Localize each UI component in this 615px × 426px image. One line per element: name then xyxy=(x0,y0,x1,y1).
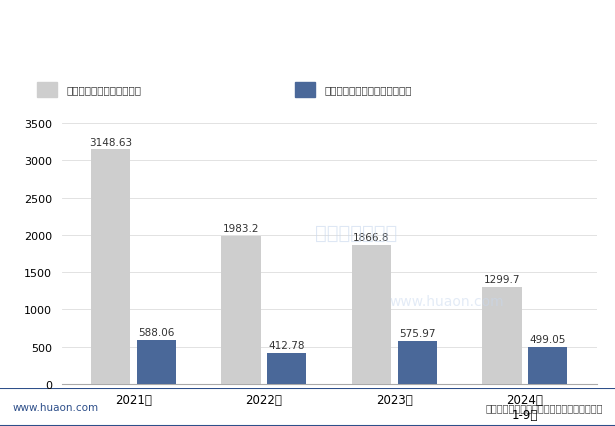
Bar xyxy=(17,8,20,22)
Text: 412.78: 412.78 xyxy=(268,341,305,351)
Bar xyxy=(528,347,567,384)
Text: 华经产业研究院: 华经产业研究院 xyxy=(315,223,397,242)
Text: 2021-2024年9月辽宁省房地产商品住宅及商品住宅现房销售面积: 2021-2024年9月辽宁省房地产商品住宅及商品住宅现房销售面积 xyxy=(151,46,464,61)
Bar xyxy=(397,341,437,384)
Bar xyxy=(482,287,522,384)
Text: 499.05: 499.05 xyxy=(530,334,566,344)
Text: 商品住宅现房销售面积（万㎡）: 商品住宅现房销售面积（万㎡） xyxy=(325,85,412,95)
Bar xyxy=(221,236,261,384)
Text: 1983.2: 1983.2 xyxy=(223,224,259,234)
Text: 3148.63: 3148.63 xyxy=(89,138,132,147)
Bar xyxy=(352,245,391,384)
Bar xyxy=(11,8,15,28)
Bar xyxy=(37,82,57,97)
Text: www.huaon.com: www.huaon.com xyxy=(12,402,98,412)
Text: 1866.8: 1866.8 xyxy=(353,233,390,242)
Text: 华经情报网: 华经情报网 xyxy=(26,12,61,24)
Text: 588.06: 588.06 xyxy=(138,328,174,337)
Bar xyxy=(267,353,306,384)
Text: 商品住宅销售面积（万㎡）: 商品住宅销售面积（万㎡） xyxy=(66,85,141,95)
Text: www.huaon.com: www.huaon.com xyxy=(389,294,504,308)
Text: 数据来源：国家统计局，华经产业研究院戥理: 数据来源：国家统计局，华经产业研究院戥理 xyxy=(485,402,603,412)
Text: 575.97: 575.97 xyxy=(399,328,435,338)
Bar xyxy=(137,340,176,384)
Bar xyxy=(91,150,130,384)
Text: 专业严谨 • 客观科学: 专业严谨 • 客观科学 xyxy=(534,13,597,23)
Bar xyxy=(295,82,315,97)
Text: 1299.7: 1299.7 xyxy=(483,275,520,285)
